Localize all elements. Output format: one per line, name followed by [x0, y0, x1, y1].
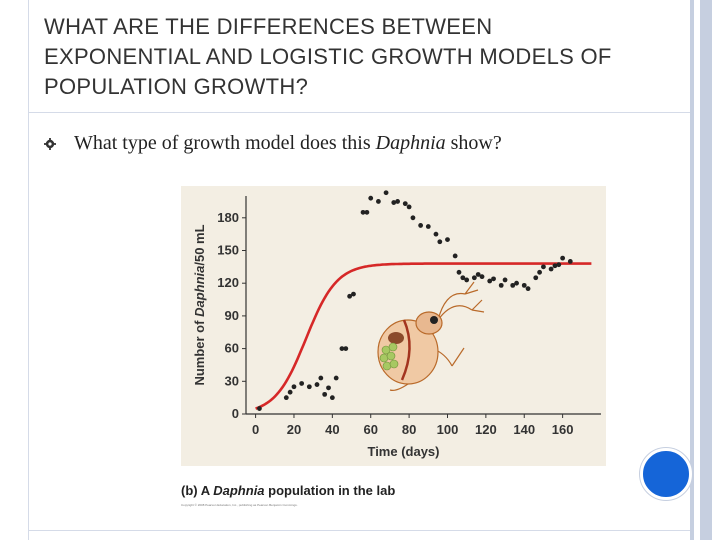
data-point [383, 190, 389, 196]
y-tick-label: 150 [217, 243, 239, 258]
x-tick-label: 120 [475, 422, 497, 437]
slide-title-divider [28, 112, 690, 113]
x-tick-label: 140 [513, 422, 535, 437]
decorative-blue-circle [640, 448, 692, 500]
data-point [471, 275, 477, 281]
data-point [318, 375, 324, 381]
data-point [475, 272, 481, 277]
data-point [433, 231, 439, 237]
data-point [460, 275, 466, 281]
caption-italic: Daphnia [213, 483, 265, 498]
y-axis-label: Number of Daphnia/50 mL [192, 224, 207, 385]
data-point [491, 276, 496, 282]
data-point [343, 346, 349, 351]
data-point [418, 223, 424, 228]
data-point [395, 199, 400, 204]
y-tick-label: 120 [217, 275, 239, 290]
x-tick-label: 60 [363, 422, 377, 437]
x-tick-label: 0 [252, 422, 259, 437]
y-tick-label: 90 [225, 308, 239, 323]
data-point [257, 406, 262, 411]
data-point [368, 195, 374, 201]
data-point [502, 277, 508, 283]
bullet-item: What type of growth model does this Daph… [44, 132, 502, 155]
data-point [329, 395, 335, 401]
data-point [360, 209, 366, 215]
data-point [445, 237, 450, 242]
bullet-text-after: show? [445, 132, 502, 154]
data-point [548, 266, 554, 272]
data-point [567, 259, 573, 264]
slide-right-border [690, 0, 694, 540]
bullet-text-italic: Daphnia [375, 132, 446, 154]
data-point [347, 293, 353, 299]
data-point [556, 262, 562, 268]
data-point [521, 282, 527, 288]
data-point [541, 264, 546, 270]
data-point [391, 200, 397, 205]
data-point [560, 255, 566, 261]
data-point [533, 275, 539, 281]
figure-caption: (b) A Daphnia population in the lab [181, 483, 395, 498]
x-tick-label: 40 [325, 422, 339, 437]
daphnia-growth-chart: 0 30 60 90 120 150 180 0 20 40 60 80 100 120 140 160 Tim… [181, 186, 606, 466]
data-point [479, 274, 485, 280]
slide-title: WHAT ARE THE DIFFERENCES BETWEEN EXPONEN… [44, 14, 612, 99]
data-point [306, 384, 312, 390]
data-point [402, 201, 408, 207]
x-tick-label: 160 [552, 422, 574, 437]
x-tick-label: 80 [402, 422, 416, 437]
data-point [339, 346, 345, 351]
copyright-notice: Copyright © 2008 Pearson Education, Inc.… [181, 503, 298, 507]
caption-suffix: population in the lab [264, 483, 396, 498]
settings-gear-bullet-icon [44, 137, 56, 150]
slide-right-border-wide [700, 0, 712, 540]
y-tick-label: 180 [217, 210, 239, 225]
data-point [314, 382, 320, 387]
data-point [437, 239, 443, 245]
y-tick-label: 60 [225, 341, 239, 356]
data-point [333, 375, 339, 381]
data-point [514, 280, 519, 286]
data-point [456, 269, 462, 275]
x-tick-label: 100 [437, 422, 459, 437]
x-tick-label: 20 [287, 422, 301, 437]
data-point [283, 395, 289, 401]
data-point [464, 277, 470, 283]
data-point [425, 224, 431, 229]
data-point [351, 291, 356, 297]
bullet-text-before: What type of growth model does this [74, 132, 376, 154]
data-point [525, 286, 531, 292]
data-point [299, 381, 305, 386]
data-point [452, 253, 458, 259]
data-point [322, 391, 328, 397]
y-tick-label: 30 [225, 373, 239, 388]
data-point [406, 204, 412, 210]
y-tick-label: 0 [232, 406, 239, 421]
x-axis-label: Time (days) [367, 444, 439, 459]
data-point [487, 278, 493, 284]
slide-left-rule [28, 0, 29, 540]
caption-prefix: (b) A [181, 483, 214, 498]
data-point [326, 385, 331, 391]
data-point [291, 384, 297, 390]
data-point [552, 263, 558, 269]
slide-bottom-rule [28, 530, 690, 531]
data-point [376, 199, 381, 204]
data-point [364, 209, 370, 215]
daphnia-illustration [377, 281, 485, 391]
data-point [537, 269, 542, 275]
bullet-text: What type of growth model does this Daph… [74, 132, 502, 155]
data-point [498, 282, 504, 288]
data-point [287, 389, 293, 395]
logistic-curve [255, 262, 592, 410]
data-point [410, 215, 416, 221]
data-point [510, 282, 516, 288]
